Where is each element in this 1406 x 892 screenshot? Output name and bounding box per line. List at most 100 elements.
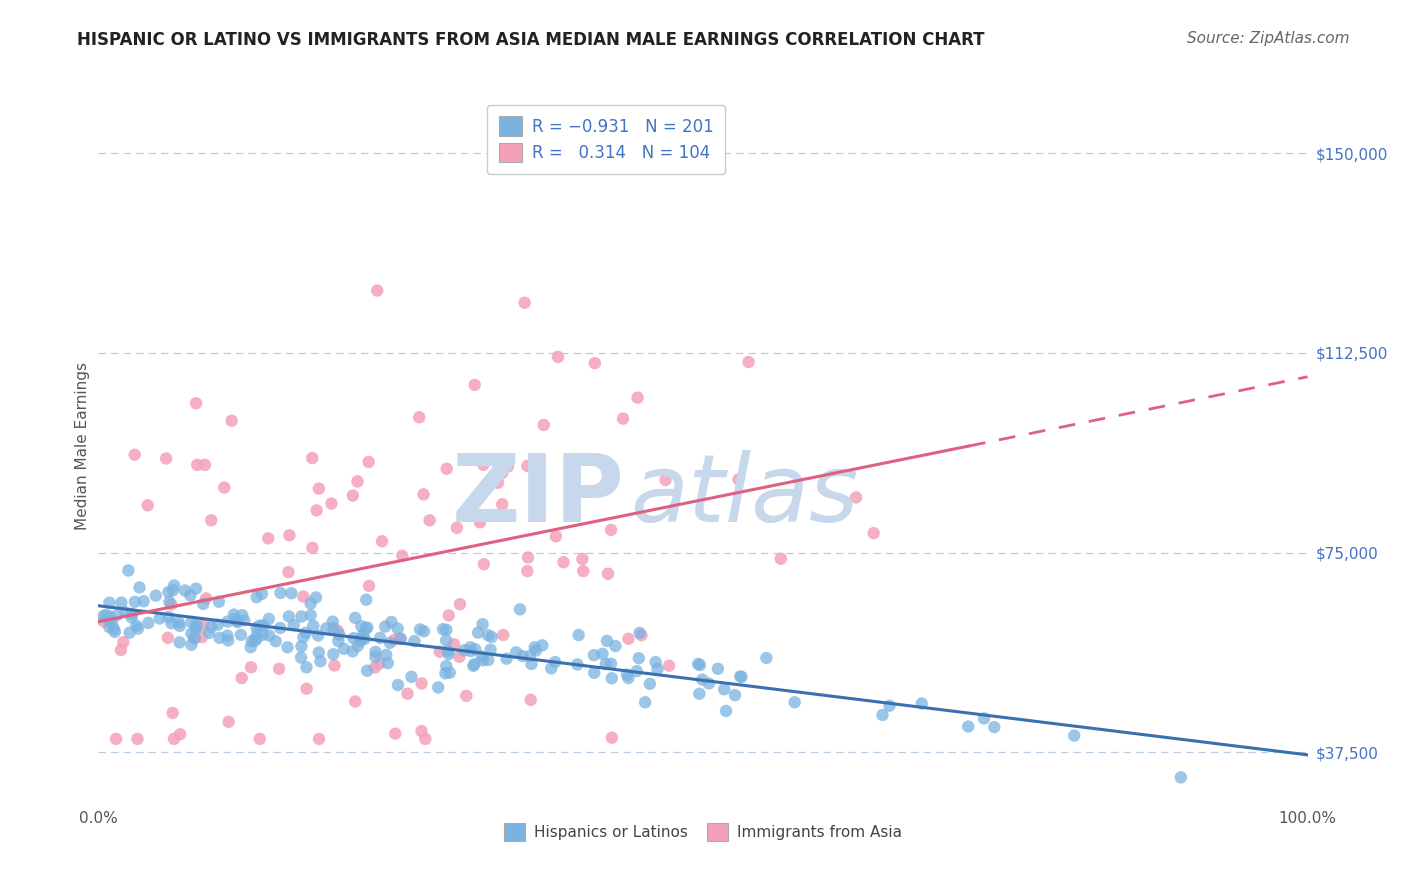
Point [644, 655, 666, 669]
Point [472, 558, 495, 572]
Point [612, 411, 634, 425]
Point [308, 731, 330, 746]
Point [180, 615, 202, 630]
Legend: Hispanics or Latinos, Immigrants from Asia: Hispanics or Latinos, Immigrants from As… [496, 816, 910, 848]
Point [626, 391, 648, 405]
Point [479, 642, 502, 657]
Point [354, 592, 377, 607]
Point [323, 658, 346, 673]
Point [862, 526, 884, 541]
Point [467, 625, 489, 640]
Point [553, 555, 575, 569]
Point [328, 634, 350, 648]
Point [449, 649, 471, 664]
Point [160, 598, 183, 612]
Point [524, 643, 547, 657]
Point [280, 586, 302, 600]
Point [544, 529, 567, 543]
Point [226, 614, 249, 628]
Point [492, 628, 515, 642]
Point [436, 623, 458, 637]
Point [270, 586, 292, 600]
Point [468, 516, 491, 530]
Point [520, 657, 543, 671]
Point [364, 645, 387, 659]
Point [354, 621, 377, 635]
Point [429, 645, 451, 659]
Point [127, 731, 149, 746]
Point [193, 597, 215, 611]
Point [222, 607, 245, 622]
Point [582, 648, 605, 662]
Point [269, 662, 291, 676]
Point [328, 627, 350, 641]
Point [600, 657, 623, 671]
Point [628, 626, 651, 640]
Point [437, 647, 460, 661]
Point [292, 630, 315, 644]
Point [342, 489, 364, 503]
Point [292, 590, 315, 604]
Point [471, 617, 494, 632]
Point [616, 667, 638, 681]
Point [957, 720, 980, 734]
Point [257, 612, 280, 626]
Point [486, 475, 509, 490]
Point [252, 618, 274, 632]
Point [491, 497, 513, 511]
Point [163, 578, 186, 592]
Point [396, 687, 419, 701]
Point [460, 640, 482, 655]
Point [183, 631, 205, 645]
Point [105, 608, 128, 623]
Point [322, 615, 344, 629]
Point [101, 617, 124, 632]
Point [245, 621, 267, 635]
Point [477, 653, 499, 667]
Point [278, 528, 301, 542]
Point [427, 681, 450, 695]
Point [167, 615, 190, 630]
Point [654, 473, 676, 487]
Point [519, 693, 541, 707]
Point [872, 708, 894, 723]
Point [217, 615, 239, 629]
Point [163, 731, 186, 746]
Point [436, 644, 458, 658]
Point [384, 726, 406, 740]
Point [257, 628, 280, 642]
Point [512, 649, 534, 664]
Point [592, 647, 614, 661]
Point [93, 615, 115, 629]
Point [630, 628, 652, 642]
Point [231, 671, 253, 685]
Point [689, 657, 711, 672]
Point [128, 581, 150, 595]
Point [145, 589, 167, 603]
Point [231, 608, 253, 623]
Point [239, 640, 262, 655]
Point [412, 487, 434, 501]
Point [533, 417, 555, 432]
Point [600, 731, 623, 745]
Point [169, 635, 191, 649]
Point [973, 711, 995, 725]
Point [180, 638, 202, 652]
Point [595, 657, 617, 671]
Point [112, 635, 135, 649]
Point [730, 669, 752, 683]
Point [208, 595, 231, 609]
Point [136, 498, 159, 512]
Point [460, 644, 482, 658]
Point [250, 587, 273, 601]
Text: Source: ZipAtlas.com: Source: ZipAtlas.com [1187, 31, 1350, 46]
Point [114, 605, 136, 619]
Point [626, 664, 648, 678]
Point [157, 585, 180, 599]
Point [769, 551, 792, 566]
Point [157, 595, 180, 609]
Point [600, 671, 623, 685]
Point [471, 649, 494, 664]
Point [207, 617, 229, 632]
Point [544, 655, 567, 669]
